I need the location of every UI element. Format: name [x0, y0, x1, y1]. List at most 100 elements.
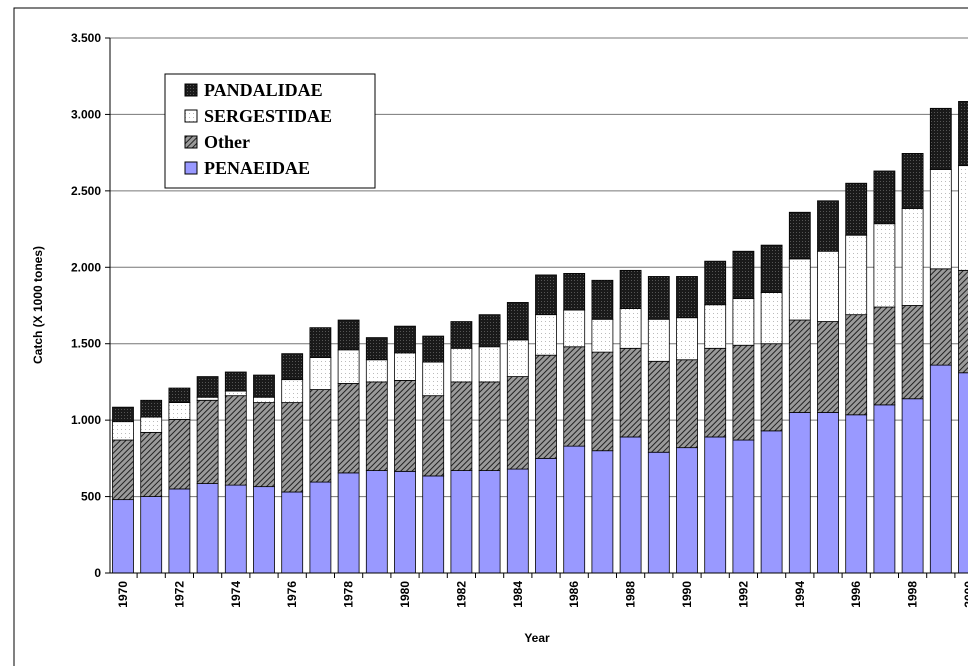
legend-swatch [184, 83, 198, 97]
bar-segment [760, 244, 783, 293]
chart-border [13, 7, 968, 666]
bar-segment [760, 292, 783, 345]
bar-segment [676, 317, 698, 361]
bar-segment [112, 421, 134, 441]
bar-segment [365, 381, 388, 471]
bar-segment [704, 347, 727, 438]
bar-segment [563, 272, 586, 311]
bar-segment [168, 488, 191, 574]
bar-segment [253, 486, 275, 574]
bar-segment [929, 364, 952, 574]
bar-segment [450, 470, 473, 574]
bar-segment [196, 376, 219, 398]
bar-segment [929, 169, 952, 270]
bar-segment [253, 402, 275, 488]
x-tick-label: 1990 [680, 581, 694, 608]
bar-segment [873, 404, 896, 574]
bar-segment [337, 383, 360, 474]
bar-segment [281, 402, 304, 493]
bar-segment [450, 347, 473, 383]
legend-label: SERGESTIDAE [204, 106, 332, 126]
x-tick-label: 1970 [116, 581, 130, 608]
x-tick-label: 2000 [962, 581, 968, 608]
bar-segment [365, 359, 388, 383]
bar-segment [281, 379, 304, 403]
bar-segment [591, 279, 614, 320]
bar-segment [422, 395, 445, 477]
bar-segment [535, 314, 557, 356]
bar-segment [422, 335, 445, 363]
legend-label: PANDALIDAE [204, 80, 323, 100]
bar-segment [337, 472, 360, 574]
bar-segment [563, 346, 586, 447]
y-axis-label: Catch (X 1000 tones) [31, 246, 45, 364]
bar-segment [196, 483, 219, 574]
bar-segment [365, 470, 388, 574]
bar-segment [478, 381, 501, 471]
bar-segment [647, 451, 670, 574]
bar-segment [563, 309, 586, 348]
bar-segment [788, 258, 811, 321]
bar-segment [647, 360, 670, 453]
y-tick-label: 500 [81, 490, 101, 504]
bar-segment [958, 165, 968, 271]
bar-segment [309, 389, 332, 483]
bar-segment [506, 339, 529, 377]
bar-segment [253, 374, 275, 398]
bar-segment [535, 274, 557, 316]
bar-segment [788, 319, 811, 413]
legend-label: PENAEIDAE [204, 158, 310, 178]
x-tick-label: 1986 [567, 581, 581, 608]
bar-segment [845, 182, 868, 236]
x-tick-label: 1980 [398, 581, 412, 608]
bar-segment [704, 260, 727, 306]
bar-segment [450, 381, 473, 471]
bar-segment [901, 305, 924, 400]
bar-segment [196, 399, 219, 484]
x-tick-label: 1982 [454, 581, 468, 608]
bar-segment [450, 321, 473, 349]
bar-segment [845, 314, 868, 416]
bar-segment [140, 416, 163, 433]
bar-segment [506, 302, 529, 341]
bar-segment [478, 314, 501, 348]
bar-segment [929, 107, 952, 170]
x-tick-label: 1992 [736, 581, 750, 608]
bar-segment [732, 250, 755, 300]
bar-segment [676, 359, 698, 449]
bar-segment [224, 395, 247, 486]
bar-segment [224, 371, 247, 392]
bar-segment [929, 268, 952, 366]
bar-segment [394, 470, 416, 574]
x-tick-label: 1978 [342, 581, 356, 608]
bar-segment [676, 276, 698, 319]
bar-segment [873, 223, 896, 308]
bar-segment [958, 269, 968, 374]
bar-segment [676, 447, 698, 574]
bar-segment [112, 499, 134, 574]
bar-segment [140, 496, 163, 574]
bar-segment [394, 352, 416, 381]
bar-segment [788, 211, 811, 260]
legend-swatch [184, 135, 198, 149]
x-tick-label: 1988 [624, 581, 638, 608]
x-axis-label: Year [524, 631, 550, 645]
bar-segment [591, 450, 614, 574]
bar-segment [873, 170, 896, 225]
bar-segment [647, 276, 670, 320]
bar-segment [901, 208, 924, 306]
bar-segment [704, 436, 727, 574]
bar-segment [760, 343, 783, 432]
bar-segment [619, 269, 642, 309]
y-tick-label: 3.000 [71, 107, 101, 121]
bar-segment [958, 101, 968, 167]
x-tick-label: 1998 [906, 581, 920, 608]
y-tick-label: 0 [94, 566, 101, 580]
bar-segment [394, 325, 416, 354]
plot-area: 0 500 1.000 1.500 2.000 2.500 3.000 3.500 1970 19… [71, 31, 968, 608]
x-tick-label: 1972 [172, 581, 186, 608]
x-tick-label: 1984 [511, 581, 525, 608]
y-tick-label: 1.500 [71, 337, 101, 351]
x-tick-label: 1976 [285, 581, 299, 608]
